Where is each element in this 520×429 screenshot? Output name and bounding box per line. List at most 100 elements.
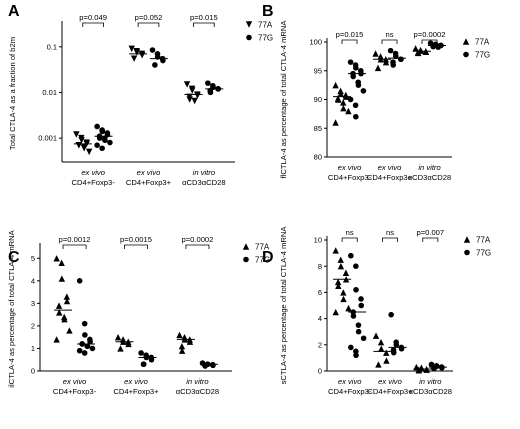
data-point [355,328,362,335]
data-point [350,313,357,319]
data-point [388,311,394,318]
data-point [207,89,214,96]
y-tick-label: 5 [31,254,35,263]
data-point [58,259,65,266]
significance-bracket [185,244,210,249]
y-tick-label: 6 [318,288,322,297]
data-point [332,119,339,126]
legend-label: 77A [258,21,273,30]
series-77a [332,247,432,374]
legend-label: 77G [475,51,490,60]
significance-bracket [82,22,104,27]
data-point [148,356,155,363]
data-point [390,349,397,356]
p-value-label: p=0.0002 [181,235,213,244]
data-point [63,297,71,305]
data-point [117,345,124,352]
data-point [348,344,354,351]
y-tick-label: 0.1 [47,42,57,51]
y-tick-label: 8 [318,262,322,271]
significance-bracket [382,237,398,242]
panel-letter: D [262,249,274,266]
x-category-label: ex vivo [338,377,362,386]
legend-marker [464,249,470,256]
data-point [84,343,91,350]
data-point [398,345,405,352]
data-point [423,366,430,373]
data-point [353,286,359,293]
y-tick-label: 10 [314,236,322,245]
data-point [337,263,345,270]
data-point [340,289,347,296]
y-axis-label: sCTLA-4 as percentage of total CTLA-4 mR… [279,226,288,385]
x-category-label: in vitro [193,168,215,177]
legend-marker [243,256,249,263]
x-category-sublabel: αCD3αCD28 [409,387,452,396]
x-category-sublabel: CD4+Foxp3- [328,387,372,396]
legend-label: 77G [258,34,273,43]
data-point [76,278,83,284]
x-category-label: ex vivo [137,168,161,177]
y-tick-label: 2 [318,340,322,349]
data-point [82,332,88,338]
data-point [76,347,83,354]
significance-bracket [422,237,439,242]
data-point [377,338,385,346]
data-point [422,48,430,55]
y-tick-label: 4 [31,276,35,285]
series-77g [76,278,218,369]
data-point [390,62,397,68]
data-point [335,282,342,290]
data-point [350,73,357,80]
series-77g [348,252,447,372]
data-point [398,56,404,63]
data-point [125,340,132,348]
data-point [353,65,359,71]
y-tick-label: 95 [314,66,322,75]
data-point [342,269,350,276]
data-point [345,107,352,115]
data-point [431,365,437,372]
data-point [186,96,193,103]
x-category-label: in vitro [419,377,441,386]
data-point [353,263,359,270]
data-point [360,335,367,342]
data-point [393,342,400,348]
data-point [78,137,85,144]
data-point [383,357,390,364]
x-category-sublabel: CD4+Foxp3+ [126,178,172,187]
x-category-sublabel: CD4+Foxp3- [328,173,372,182]
x-category-label: ex vivo [378,163,402,172]
legend-label: 77A [255,243,270,252]
data-point [335,96,342,103]
data-point [94,123,100,130]
data-point [53,255,60,262]
panel-a: A Total CTLA-4 as a fraction of b2m 0.001 0… [8,3,273,187]
data-point [348,252,354,259]
x-category-sublabel: αCD3αCD28 [408,173,451,182]
legend-marker [246,34,252,41]
data-point [345,304,352,312]
legend-marker [245,21,253,28]
data-point [205,80,211,86]
x-category-sublabel: CD4+Foxp3+ [367,173,413,182]
data-point [191,97,198,105]
data-point [138,350,144,356]
data-point [375,361,382,368]
data-point [87,338,93,345]
data-point [377,53,384,60]
x-category-label: ex vivo [338,163,362,172]
significance-bracket [341,39,358,44]
p-value-label: ns [386,228,394,237]
data-point [102,137,108,144]
data-point [130,55,138,62]
legend-marker [242,243,250,250]
data-point [439,364,445,371]
data-point [99,128,106,135]
p-value-label: p=0.052 [135,13,163,22]
data-point [353,113,359,120]
legend-label: 77A [476,236,491,245]
data-point [56,309,63,316]
data-point [133,49,141,56]
